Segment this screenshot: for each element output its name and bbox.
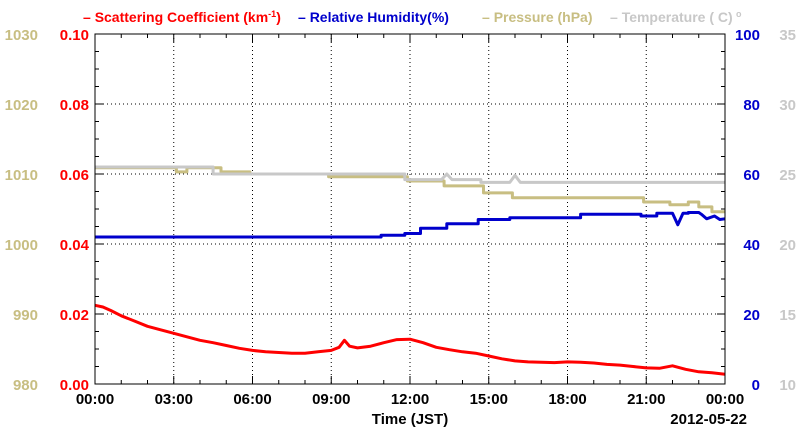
legend-humidity: – Relative Humidity(%) [298, 9, 449, 25]
temperature-tick-label: 25 [779, 167, 796, 184]
scattering-tick-label: 0.04 [60, 237, 90, 254]
tick-marks [94, 33, 726, 385]
pressure-tick-label: 980 [13, 377, 38, 394]
pressure-tick-label: 1000 [5, 237, 38, 254]
humidity-tick-label: 80 [743, 97, 760, 114]
scattering-tick-label: 0.08 [60, 97, 89, 114]
series-lines [94, 165, 726, 376]
x-tick-label: 09:00 [312, 391, 350, 408]
legend-scattering: – Scattering Coefficient (km-1) [83, 9, 281, 25]
pressure-tick-label: 1030 [5, 27, 38, 44]
x-tick-label: 21:00 [627, 391, 665, 408]
legend-pressure: – Pressure (hPa) [482, 9, 593, 25]
x-tick-label: 15:00 [470, 391, 508, 408]
date-label: 2012-05-22 [670, 411, 747, 428]
gridlines [95, 34, 725, 384]
humidity-tick-label: 20 [743, 307, 760, 324]
temperature-tick-label: 15 [779, 307, 796, 324]
humidity-tick-label: 0 [752, 377, 760, 394]
x-tick-label: 00:00 [706, 391, 744, 408]
legend: – Scattering Coefficient (km-1) – Relati… [83, 9, 742, 25]
temperature-tick-label: 35 [779, 27, 796, 44]
series-line-temperature [95, 165, 725, 184]
x-tick-label: 06:00 [233, 391, 271, 408]
scattering-tick-label: 0.00 [60, 377, 89, 394]
humidity-tick-label: 40 [743, 237, 760, 254]
legend-temperature: – Temperature ( C) [610, 9, 733, 25]
scattering-tick-label: 0.10 [60, 27, 89, 44]
temperature-tick-label: 20 [779, 237, 796, 254]
x-tick-label: 18:00 [548, 391, 586, 408]
series-line-pressure [95, 166, 725, 214]
pressure-tick-label: 1010 [5, 167, 38, 184]
temperature-tick-label: 10 [779, 377, 796, 394]
pressure-tick-label: 1020 [5, 97, 38, 114]
x-axis-title: Time (JST) [372, 411, 448, 428]
temperature-tick-label: 30 [779, 97, 796, 114]
scattering-tick-label: 0.02 [60, 307, 89, 324]
humidity-tick-label: 60 [743, 167, 760, 184]
pressure-tick-label: 990 [13, 307, 38, 324]
series-line-scattering [94, 303, 726, 376]
humidity-tick-label: 100 [735, 27, 760, 44]
tick-labels: 00:00 03:00 06:00 09:00 12:00 15:00 18:00 21:00… [5, 27, 796, 408]
scattering-tick-label: 0.06 [60, 167, 89, 184]
x-tick-label: 03:00 [155, 391, 193, 408]
x-tick-label: 12:00 [391, 391, 429, 408]
legend-temperature-degree: o [736, 9, 742, 19]
x-tick-label: 00:00 [76, 391, 114, 408]
series-line-humidity [95, 211, 726, 239]
